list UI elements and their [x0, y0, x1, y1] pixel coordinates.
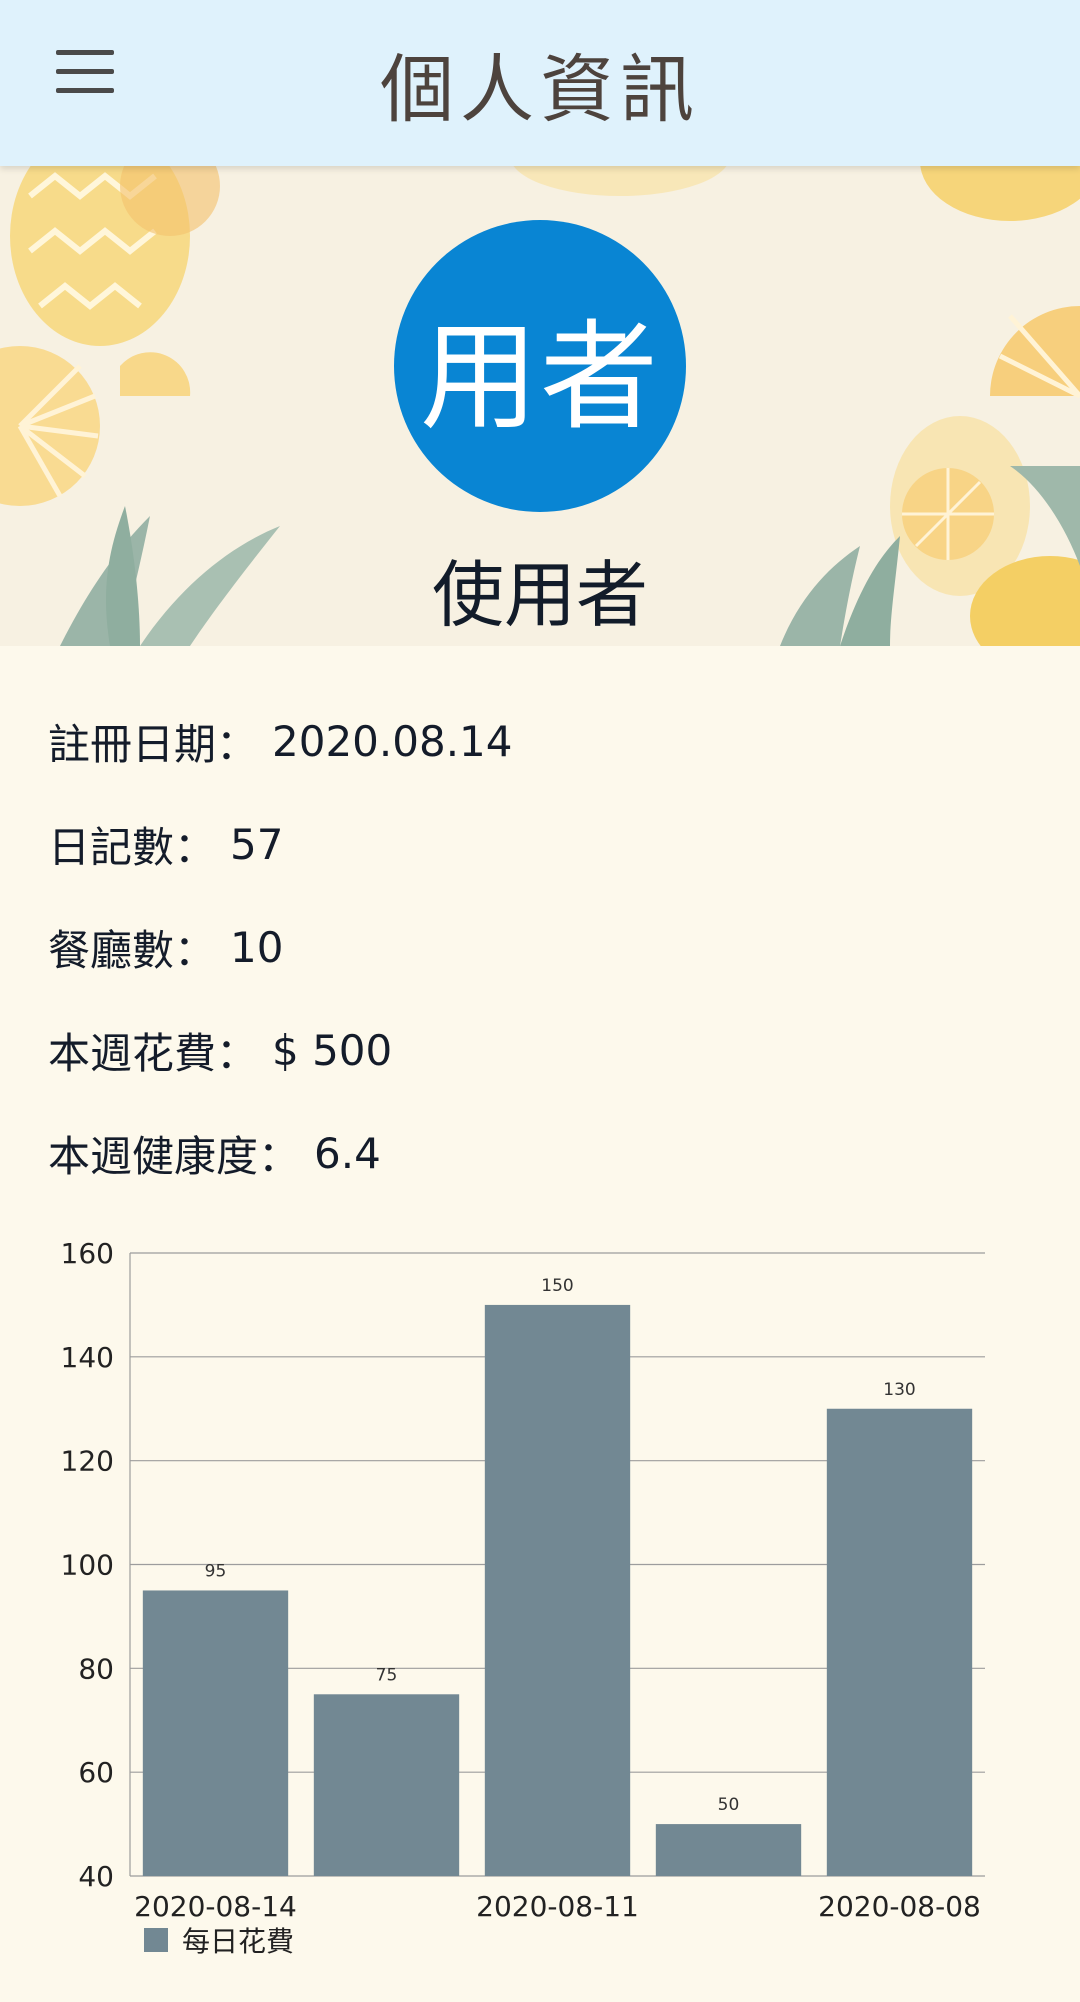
user-stats: 註冊日期： 2020.08.14 日記數： 57 餐廳數： 10 本週花費： $…	[48, 690, 1032, 1205]
y-tick-label: 160	[61, 1237, 114, 1270]
user-name: 使用者	[431, 553, 648, 637]
weekly-health-label: 本週健康度：	[48, 1132, 301, 1181]
diary-count-row: 日記數： 57	[48, 793, 1032, 896]
pineapple-background-illustration	[0, 166, 1080, 646]
bar	[142, 1590, 289, 1876]
app-bar: 個人資訊	[0, 0, 1080, 166]
chart-legend: 每日花費	[144, 1920, 294, 1960]
weekly-health-row: 本週健康度： 6.4	[48, 1102, 1032, 1205]
data-label: 95	[205, 1561, 227, 1581]
registration-date-row: 註冊日期： 2020.08.14	[48, 690, 1032, 793]
menu-icon-line	[56, 87, 114, 93]
y-tick-label: 140	[61, 1341, 114, 1374]
restaurant-count-row: 餐廳數： 10	[48, 896, 1032, 999]
y-tick-label: 120	[61, 1445, 114, 1478]
daily-spending-chart: 40 60 80 100 120 140 160 95 2020-08-14 75 150 2020-…	[0, 1230, 1080, 1970]
data-label: 150	[541, 1276, 573, 1296]
registration-date-label: 註冊日期：	[48, 720, 259, 769]
weekly-spending-row: 本週花費： $ 500	[48, 999, 1032, 1102]
y-tick-label: 40	[78, 1860, 114, 1893]
data-label: 75	[376, 1665, 398, 1685]
bar	[655, 1824, 802, 1876]
weekly-spending-value: $ 500	[272, 1026, 393, 1075]
menu-icon-line	[56, 68, 114, 74]
registration-date-value: 2020.08.14	[272, 717, 513, 766]
restaurant-count-value: 10	[230, 923, 284, 972]
restaurant-count-label: 餐廳數：	[48, 926, 217, 975]
avatar-initials: 用者	[419, 307, 660, 446]
weekly-spending-label: 本週花費：	[48, 1029, 259, 1078]
page-title: 個人資訊	[380, 47, 700, 133]
y-tick-label: 60	[78, 1756, 114, 1789]
y-tick-label: 100	[61, 1549, 114, 1582]
bar-chart-svg: 40 60 80 100 120 140 160 95 2020-08-14 75 150 2020-…	[61, 1237, 985, 1923]
menu-icon-line	[56, 49, 114, 55]
weekly-health-value: 6.4	[314, 1129, 381, 1178]
bar	[826, 1408, 973, 1876]
data-label: 50	[718, 1795, 740, 1815]
x-tick-label: 2020-08-11	[476, 1890, 639, 1923]
avatar[interactable]: 用者	[394, 220, 686, 512]
data-label: 130	[883, 1380, 915, 1400]
y-tick-label: 80	[78, 1652, 114, 1685]
menu-button[interactable]	[40, 38, 130, 104]
profile-banner: 用者 使用者	[0, 166, 1080, 646]
diary-count-value: 57	[230, 820, 284, 869]
x-tick-label: 2020-08-08	[818, 1890, 981, 1923]
x-tick-label: 2020-08-14	[134, 1890, 297, 1923]
legend-swatch	[144, 1928, 168, 1952]
bar	[484, 1304, 631, 1876]
legend-label: 每日花費	[182, 1925, 295, 1958]
diary-count-label: 日記數：	[48, 823, 217, 872]
bar	[313, 1694, 460, 1876]
